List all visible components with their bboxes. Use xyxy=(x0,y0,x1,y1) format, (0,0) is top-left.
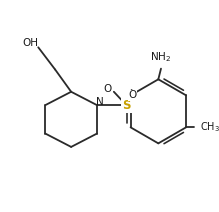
Text: NH$_2$: NH$_2$ xyxy=(150,50,171,64)
Text: O: O xyxy=(128,90,137,100)
Text: S: S xyxy=(122,99,131,112)
Text: O: O xyxy=(104,84,112,94)
Text: CH$_3$: CH$_3$ xyxy=(200,120,219,134)
Text: OH: OH xyxy=(22,38,38,48)
Text: N: N xyxy=(96,96,104,107)
